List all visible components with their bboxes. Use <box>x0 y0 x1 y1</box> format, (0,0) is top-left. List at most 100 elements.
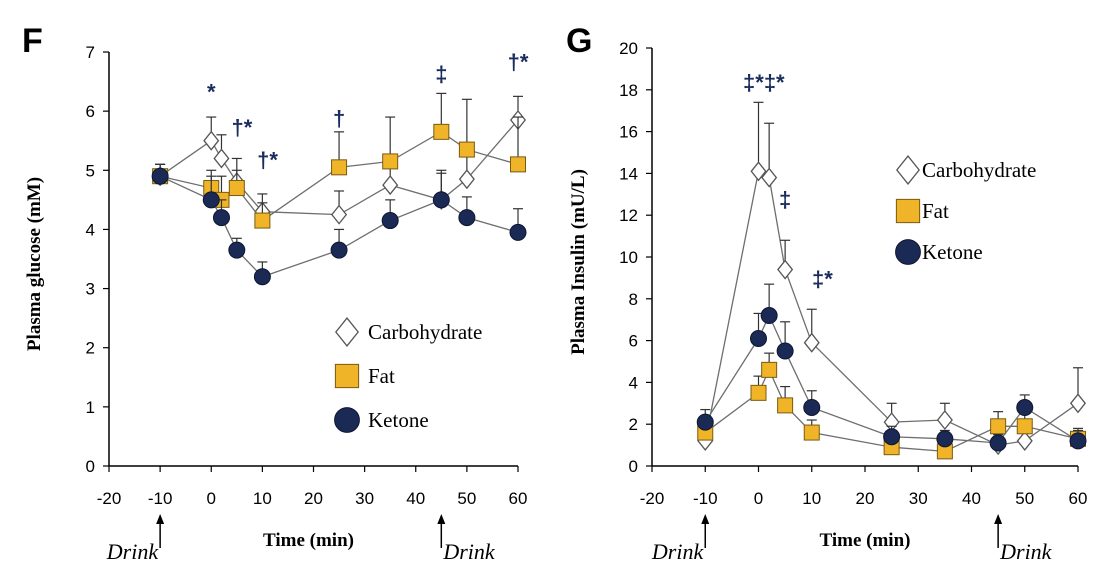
data-point <box>212 209 230 227</box>
data-point <box>750 330 767 348</box>
data-point <box>1016 430 1033 451</box>
data-point <box>330 241 348 259</box>
data-point <box>254 212 271 229</box>
legend-marker <box>896 155 920 185</box>
series-line <box>159 119 519 216</box>
y-tick-label: 10 <box>619 248 638 267</box>
y-tick-label: 2 <box>629 415 638 434</box>
y-tick-label: 20 <box>619 39 638 58</box>
x-tick-label: 40 <box>962 489 981 508</box>
y-tick-label: 16 <box>619 123 638 142</box>
data-point <box>331 204 348 225</box>
y-tick-label: 8 <box>629 290 638 309</box>
legend-label: Fat <box>368 364 395 388</box>
data-point <box>803 424 820 441</box>
data-point <box>990 418 1007 435</box>
y-tick-label: 0 <box>86 457 95 476</box>
drink-label: Drink <box>999 539 1053 564</box>
data-point <box>1016 398 1034 416</box>
data-point <box>381 212 399 230</box>
x-tick-label: 30 <box>909 489 928 508</box>
data-point <box>1016 418 1033 435</box>
data-point <box>433 123 450 140</box>
data-point <box>228 180 245 197</box>
legend-marker <box>334 407 360 433</box>
data-point <box>883 428 901 446</box>
data-point <box>750 384 767 401</box>
y-tick-label: 14 <box>619 164 638 183</box>
series-line <box>159 175 519 278</box>
x-tick-label: 50 <box>457 489 476 508</box>
legend-label: Fat <box>922 199 949 223</box>
significance-label: ‡ <box>779 187 791 212</box>
legend-marker <box>895 239 921 265</box>
drink-arrow-head <box>701 514 710 524</box>
data-point <box>202 191 220 209</box>
data-point <box>803 398 821 416</box>
legend-marker <box>335 317 359 347</box>
x-axis-title: Time (min) <box>820 530 911 551</box>
data-point <box>432 191 450 209</box>
data-point <box>253 268 271 286</box>
x-tick-label: 30 <box>355 489 374 508</box>
series-ketone <box>151 163 527 286</box>
data-point <box>761 361 778 378</box>
data-point <box>509 223 527 241</box>
panel-letter: F <box>22 22 43 60</box>
x-tick-label: 10 <box>802 489 821 508</box>
y-tick-label: 7 <box>86 43 95 62</box>
data-point <box>696 413 714 431</box>
drink-arrow-head <box>156 514 165 524</box>
y-tick-label: 18 <box>619 81 638 100</box>
data-point <box>776 342 794 360</box>
data-point <box>510 156 526 173</box>
x-tick-label: 20 <box>856 489 875 508</box>
y-tick-label: 3 <box>86 280 95 299</box>
data-point <box>777 259 794 280</box>
legend-marker <box>895 198 921 224</box>
drink-label: Drink <box>442 539 496 564</box>
x-tick-label: 60 <box>1069 489 1088 508</box>
y-axis-title: Plasma Insulin (mU/L) <box>568 169 589 355</box>
data-point <box>936 430 954 448</box>
significance-label: ‡ <box>435 62 447 87</box>
x-tick-label: 10 <box>253 489 272 508</box>
data-point <box>750 161 767 182</box>
significance-label: ‡* <box>812 266 833 291</box>
x-tick-label: -20 <box>97 489 122 508</box>
x-axis-title: Time (min) <box>263 530 354 551</box>
x-tick-label: 0 <box>207 489 216 508</box>
legend-label: Ketone <box>368 408 429 432</box>
y-axis-title: Plasma glucose (mM) <box>24 177 45 351</box>
y-tick-label: 6 <box>629 332 638 351</box>
x-tick-label: -10 <box>693 489 718 508</box>
y-tick-label: 2 <box>86 339 95 358</box>
significance-label: †* <box>257 147 278 172</box>
x-tick-label: 60 <box>509 489 528 508</box>
data-point <box>458 141 475 158</box>
significance-label: †* <box>232 115 253 140</box>
panel-g: G 0 2 4 6 8 10 12 14 16 18 20 -20 -10 0 10 20 30 40 50 60 Tim… <box>566 22 1087 564</box>
y-tick-label: 4 <box>629 373 638 392</box>
data-point <box>989 434 1007 452</box>
y-tick-label: 0 <box>629 457 638 476</box>
data-point <box>936 409 953 431</box>
x-tick-label: 20 <box>304 489 323 508</box>
y-tick-label: 1 <box>86 398 95 417</box>
significance-label: †* <box>508 50 529 75</box>
legend-label: Ketone <box>922 240 983 264</box>
drink-label: Drink <box>106 539 160 564</box>
data-point <box>203 130 220 151</box>
data-point <box>331 159 348 176</box>
legend-marker <box>334 363 360 389</box>
data-point <box>213 148 230 169</box>
data-point <box>382 153 399 170</box>
drink-label: Drink <box>651 539 705 564</box>
data-point <box>382 175 399 196</box>
significance-label: † <box>333 106 345 131</box>
data-point <box>458 169 475 190</box>
legend-label: Carbohydrate <box>922 158 1036 182</box>
y-tick-label: 5 <box>86 161 95 180</box>
data-point <box>761 167 778 188</box>
